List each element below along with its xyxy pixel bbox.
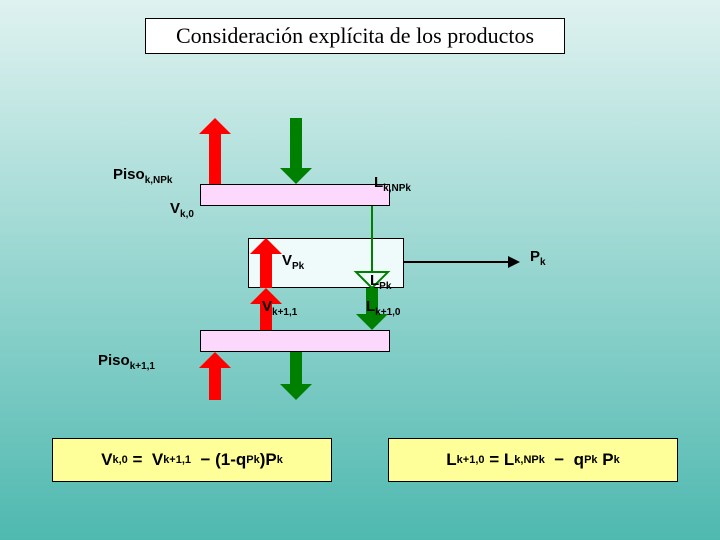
equation-right: Lk+1,0 = Lk,NPk − qPk Pk	[388, 438, 678, 482]
plate-top	[200, 184, 390, 206]
label-V-Pk: VPk	[282, 252, 304, 272]
title: Consideración explícita de los productos	[145, 18, 565, 54]
label-piso-top: Pisok,NPk	[113, 166, 172, 186]
label-L-Pk: LPk	[370, 272, 391, 292]
label-piso-bot: Pisok+1,1	[98, 352, 155, 372]
label-V-k0: Vk,0	[170, 200, 194, 220]
label-Pk: Pk	[530, 248, 546, 268]
label-L-k10: Lk+1,0	[366, 298, 400, 318]
label-L-top: Lk,NPk	[374, 174, 411, 194]
equation-left: Vk,0 = Vk+1,1 − (1-qPk)Pk	[52, 438, 332, 482]
label-V-k11: Vk+1,1	[262, 298, 297, 318]
plate-bottom	[200, 330, 390, 352]
title-text: Consideración explícita de los productos	[176, 23, 534, 48]
